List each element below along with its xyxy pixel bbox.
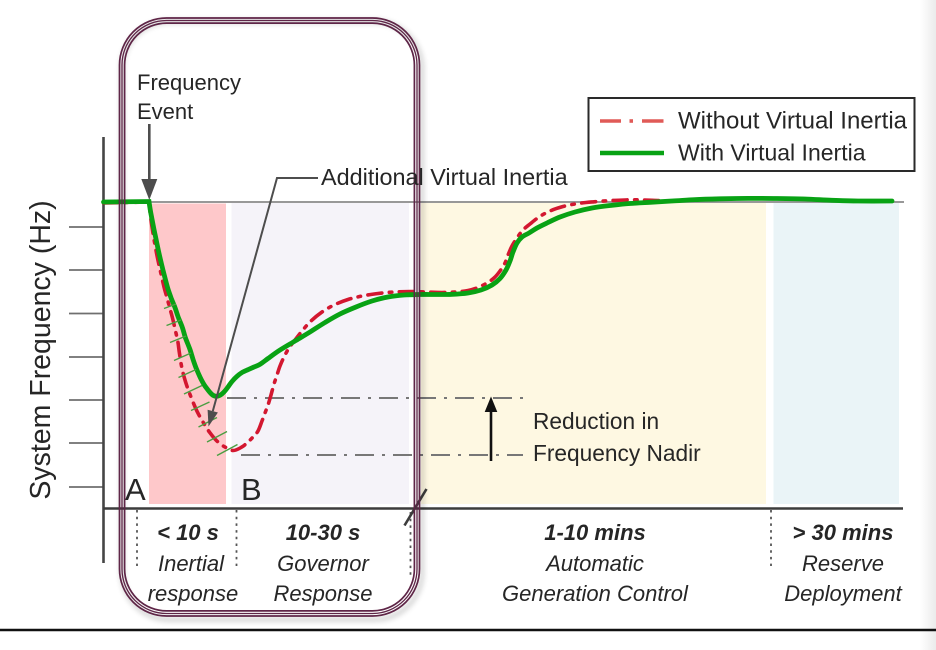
svg-text:Response: Response	[273, 581, 372, 606]
svg-text:Generation Control: Generation Control	[502, 581, 689, 606]
svg-text:Automatic: Automatic	[544, 551, 644, 576]
svg-text:With Virtual Inertia: With Virtual Inertia	[678, 140, 866, 166]
svg-text:Additional Virtual Inertia: Additional Virtual Inertia	[321, 164, 569, 190]
svg-text:Event: Event	[137, 99, 193, 124]
svg-text:response: response	[148, 581, 239, 606]
svg-text:Reserve: Reserve	[802, 551, 884, 576]
svg-text:> 30 mins: > 30 mins	[793, 520, 894, 545]
svg-text:System Frequency (Hz): System Frequency (Hz)	[25, 200, 57, 499]
svg-text:Frequency: Frequency	[137, 70, 241, 95]
svg-text:Deployment: Deployment	[784, 581, 902, 606]
svg-text:1-10 mins: 1-10 mins	[544, 520, 646, 545]
svg-text:10-30 s: 10-30 s	[286, 520, 361, 545]
svg-text:Governor: Governor	[277, 551, 370, 576]
svg-text:Reduction in: Reduction in	[533, 408, 659, 434]
svg-text:Without Virtual Inertia: Without Virtual Inertia	[678, 108, 908, 135]
svg-text:Frequency Nadir: Frequency Nadir	[533, 440, 701, 466]
svg-text:A: A	[125, 472, 146, 507]
svg-text:Inertial: Inertial	[158, 551, 225, 576]
svg-text:< 10 s: < 10 s	[157, 520, 219, 545]
svg-text:B: B	[241, 472, 262, 507]
